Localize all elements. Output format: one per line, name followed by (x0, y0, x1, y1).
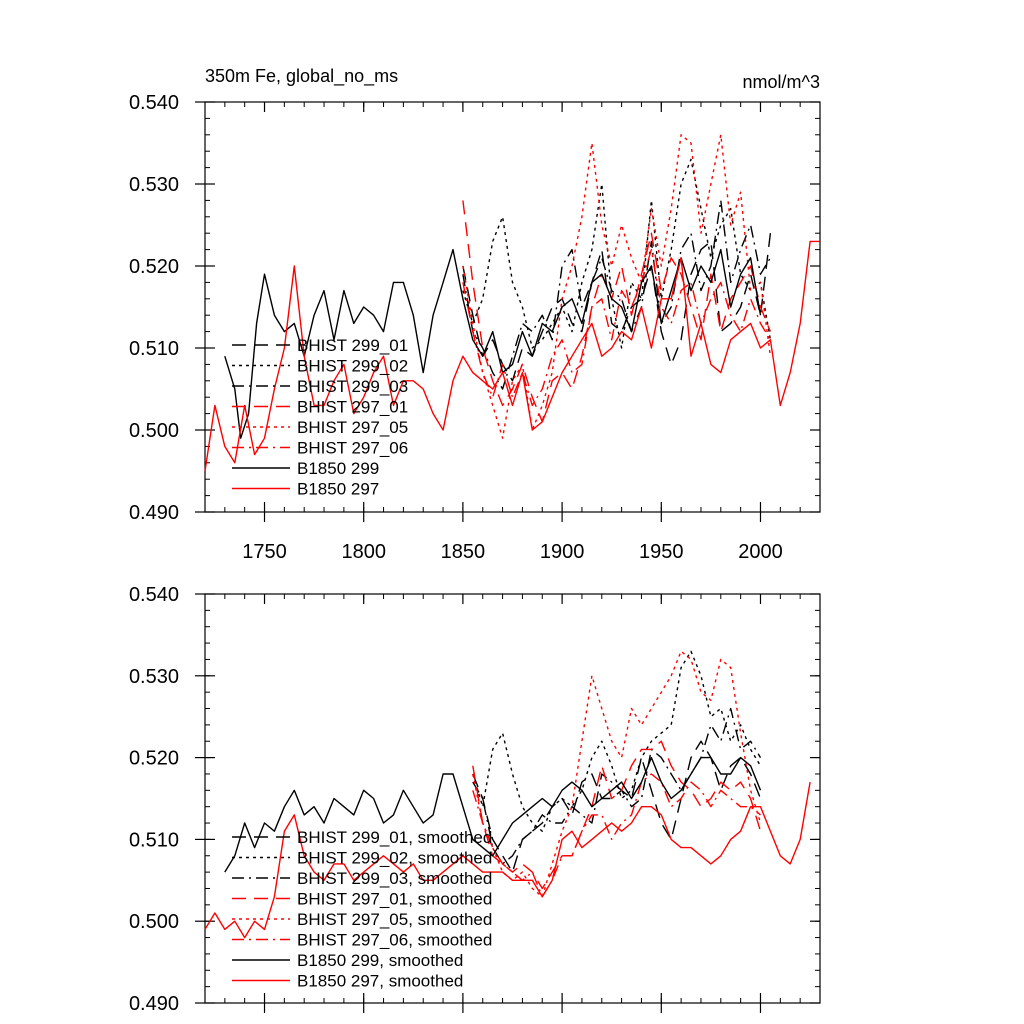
top-series-line-7 (224, 248, 762, 439)
bottom-y-tick-label: 0.500 (129, 911, 179, 933)
top-y-tick-label: 0.510 (129, 338, 179, 360)
top-legend-label: BHIST 297_01 (297, 398, 408, 417)
top-series-line-5 (462, 134, 772, 439)
bottom-legend-label: BHIST 299_02, smoothed (297, 849, 492, 868)
top-x-tick-label: 1850 (441, 541, 486, 563)
top-panel: 0.490 0.500 0.510 0.520 0.530 0.540 1750 1800 18… (129, 66, 821, 563)
top-y-tick-label: 0.500 (129, 420, 179, 442)
top-legend-label: BHIST 297_05 (297, 418, 408, 437)
bottom-plot-frame (204, 593, 821, 1004)
bottom-legend-label: BHIST 299_01, smoothed (297, 828, 492, 847)
bottom-y-tick-label: 0.540 (129, 584, 179, 606)
top-legend-label: B1850 297 (297, 480, 379, 499)
top-x-tick-label: 2000 (738, 541, 783, 563)
bottom-legend-label: B1850 299, smoothed (297, 951, 463, 970)
top-x-tick-label: 1800 (341, 541, 386, 563)
bottom-series-line-1 (472, 740, 762, 873)
top-chart-title: 350m Fe, global_no_ms (205, 66, 398, 87)
top-legend-label: BHIST 297_06 (297, 439, 408, 458)
bottom-y-tick-label: 0.530 (129, 666, 179, 688)
bottom-legend-label: BHIST 297_06, smoothed (297, 931, 492, 950)
top-x-tick-label: 1750 (242, 541, 287, 563)
top-plot-frame (204, 101, 821, 513)
top-x-tick-label: 1950 (639, 541, 684, 563)
top-y-tick-label: 0.530 (129, 174, 179, 196)
bottom-series-line-5 (472, 650, 762, 898)
top-legend-label: BHIST 299_01 (297, 336, 408, 355)
bottom-series-line-8 (204, 781, 811, 939)
top-series-line-4 (462, 200, 772, 423)
top-x-tick-label: 1900 (540, 541, 585, 563)
top-series-line-8 (204, 240, 820, 472)
bottom-y-tick-label: 0.520 (129, 748, 179, 770)
top-series-line-6 (462, 248, 771, 407)
top-units-label: nmol/m^3 (743, 72, 820, 92)
bottom-series-line-7 (224, 756, 762, 873)
bottom-legend-label: BHIST 299_03, smoothed (297, 869, 492, 888)
bottom-legend-label: B1850 297, smoothed (297, 972, 463, 991)
top-y-tick-label: 0.540 (129, 92, 179, 114)
top-y-tick-label: 0.520 (129, 256, 179, 278)
bottom-legend-label: BHIST 297_01, smoothed (297, 890, 492, 909)
top-series-line-1 (462, 233, 772, 382)
top-legend-label: B1850 299 (297, 459, 379, 478)
bottom-y-tick-label: 0.490 (129, 993, 179, 1015)
bottom-panel: 0.490 0.500 0.510 0.520 0.530 0.540 BHIST 299_… (129, 584, 821, 1015)
bottom-series-line-6 (472, 773, 761, 898)
bottom-series-line-2 (472, 650, 762, 832)
bottom-y-tick-label: 0.510 (129, 829, 179, 851)
top-y-tick-label: 0.490 (129, 502, 179, 524)
top-legend-label: BHIST 299_02 (297, 357, 408, 376)
top-legend-label: BHIST 299_03 (297, 377, 408, 396)
bottom-series-line-4 (472, 740, 762, 890)
bottom-legend-label: BHIST 297_05, smoothed (297, 910, 492, 929)
